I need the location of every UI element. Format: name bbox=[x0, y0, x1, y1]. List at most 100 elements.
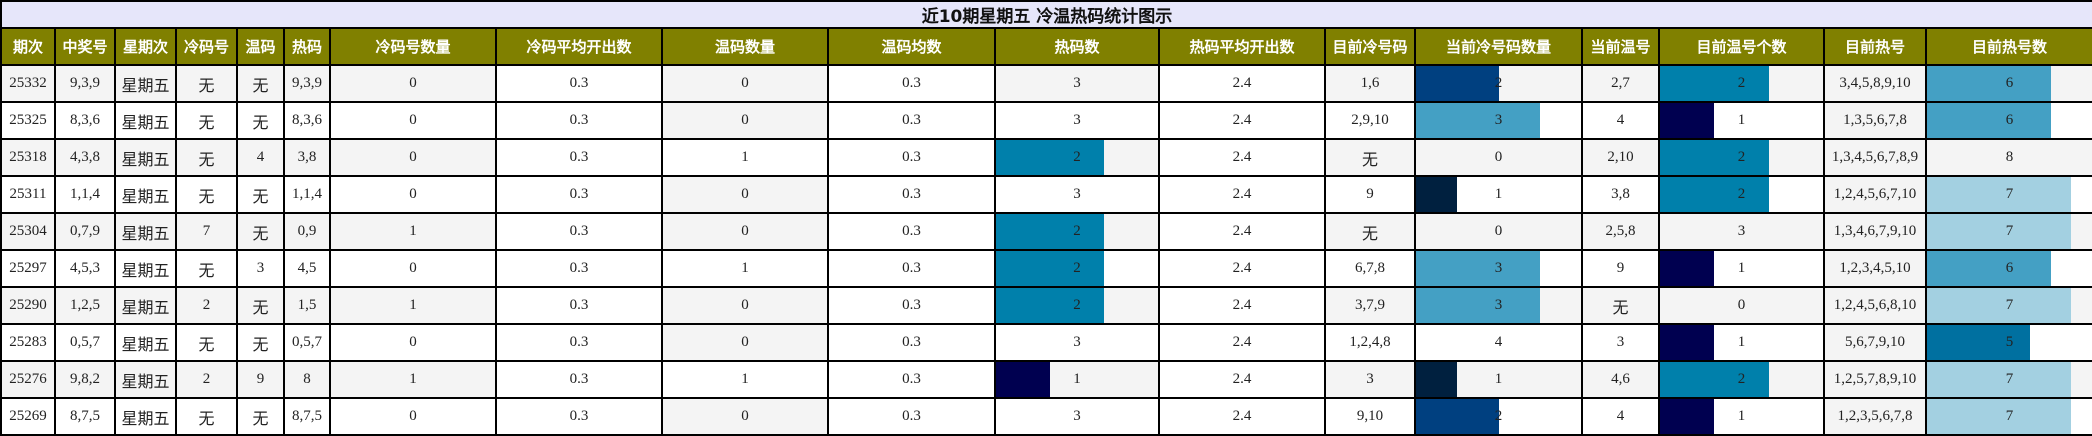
cell-value: 0 bbox=[741, 112, 749, 128]
cell-value: 无 bbox=[252, 186, 269, 206]
cell-value: 2.4 bbox=[1232, 297, 1252, 313]
column-header[interactable]: 期次 bbox=[0, 27, 56, 66]
table-row[interactable]: 25269 8,7,5 星期五 无 无 8,7,5 0 0.3 0 0.3 3 2.4 9,10 2 4 1 1… bbox=[0, 397, 2092, 436]
cell-issue: 25283 bbox=[0, 323, 56, 362]
cell-value: 0 bbox=[741, 408, 749, 424]
cell-cold: 无 bbox=[175, 101, 238, 140]
cell-warm-avg: 0.3 bbox=[827, 286, 996, 325]
column-header[interactable]: 目前热号 bbox=[1823, 27, 1927, 66]
cell-value: 25332 bbox=[9, 75, 47, 91]
cell-cur-cold-count: 2 bbox=[1414, 397, 1583, 436]
cell-issue: 25290 bbox=[0, 286, 56, 325]
cell-value: 2 bbox=[1073, 223, 1081, 239]
cell-issue: 25304 bbox=[0, 212, 56, 251]
cell-cur-cold: 2,9,10 bbox=[1324, 101, 1416, 140]
table-row[interactable]: 25304 0,7,9 星期五 7 无 0,9 1 0.3 0 0.3 2 2.4 无 0 2,5,8 3 1,… bbox=[0, 212, 2092, 251]
table-row[interactable]: 25290 1,2,5 星期五 2 无 1,5 1 0.3 0 0.3 2 2.4 3,7,9 3 无 0 1,… bbox=[0, 286, 2092, 325]
cell-value: 2.4 bbox=[1232, 334, 1252, 350]
cell-cold-count: 0 bbox=[329, 323, 497, 362]
column-header[interactable]: 温码 bbox=[236, 27, 285, 66]
cell-value: 8 bbox=[303, 371, 311, 387]
data-bar bbox=[1928, 400, 2072, 433]
cell-value: 7 bbox=[2005, 408, 2014, 424]
column-header[interactable]: 温码数量 bbox=[661, 27, 829, 66]
table-row[interactable]: 25332 9,3,9 星期五 无 无 9,3,9 0 0.3 0 0.3 3 2.4 1,6 2 2,7 2… bbox=[0, 64, 2092, 103]
cell-warm-count: 0 bbox=[661, 175, 829, 214]
cell-cold-count: 0 bbox=[329, 397, 497, 436]
cell-value: 3,8 bbox=[1611, 186, 1630, 202]
table-row[interactable]: 25283 0,5,7 星期五 无 无 0,5,7 0 0.3 0 0.3 3 2.4 1,2,4,8 4… bbox=[0, 323, 2092, 362]
cell-cur-cold: 1,6 bbox=[1324, 64, 1416, 103]
cell-value: 2.4 bbox=[1232, 223, 1252, 239]
column-header[interactable]: 温码均数 bbox=[827, 27, 996, 66]
cell-value: 3,8 bbox=[297, 149, 317, 165]
column-header[interactable]: 冷码平均开出数 bbox=[495, 27, 663, 66]
cell-winning: 9,8,2 bbox=[54, 360, 116, 399]
table-row[interactable]: 25311 1,1,4 星期五 无 无 1,1,4 0 0.3 0 0.3 3 2.4 9 1 3,8 2 1,… bbox=[0, 175, 2092, 214]
column-header[interactable]: 冷码号 bbox=[175, 27, 238, 66]
data-bar bbox=[1928, 326, 2031, 359]
cell-value: 3 bbox=[1737, 223, 1746, 239]
column-header[interactable]: 中奖号 bbox=[54, 27, 116, 66]
cell-cur-cold: 9 bbox=[1324, 175, 1416, 214]
data-bar bbox=[1928, 252, 2051, 285]
cell-value: 3 bbox=[1494, 112, 1503, 128]
column-header[interactable]: 热码数 bbox=[994, 27, 1160, 66]
column-header[interactable]: 冷码号数量 bbox=[329, 27, 497, 66]
cell-warm: 无 bbox=[236, 286, 285, 325]
cell-value: 无 bbox=[198, 149, 215, 169]
column-header[interactable]: 热码平均开出数 bbox=[1158, 27, 1326, 66]
data-bar bbox=[1661, 67, 1769, 100]
cell-value: 2.4 bbox=[1232, 75, 1252, 91]
cell-cur-cold: 3 bbox=[1324, 360, 1416, 399]
table-row[interactable]: 25297 4,5,3 星期五 无 3 4,5 0 0.3 1 0.3 2 2.4 6,7,8 3 9 1 1,… bbox=[0, 249, 2092, 288]
table-row[interactable]: 25325 8,3,6 星期五 无 无 8,3,6 0 0.3 0 0.3 3 2.4 2,9,10 3 4… bbox=[0, 101, 2092, 140]
data-bar bbox=[1928, 215, 2072, 248]
cell-value: 0 bbox=[1494, 149, 1503, 165]
cell-cur-hot: 5,6,7,9,10 bbox=[1823, 323, 1927, 362]
cell-cur-cold-count: 1 bbox=[1414, 175, 1583, 214]
cell-cold: 无 bbox=[175, 175, 238, 214]
cell-hot: 8,3,6 bbox=[283, 101, 331, 140]
cell-cold-count: 1 bbox=[329, 212, 497, 251]
cell-cold: 7 bbox=[175, 212, 238, 251]
column-header[interactable]: 目前热号数 bbox=[1924, 27, 2092, 66]
column-header[interactable]: 当前温号 bbox=[1581, 27, 1660, 66]
cell-value: 2,5,8 bbox=[1605, 223, 1636, 239]
cell-cold-avg: 0.3 bbox=[495, 212, 663, 251]
cell-weekday: 星期五 bbox=[114, 101, 177, 140]
cell-weekday: 星期五 bbox=[114, 323, 177, 362]
cell-value: 25290 bbox=[9, 297, 47, 313]
cell-cur-cold: 6,7,8 bbox=[1324, 249, 1416, 288]
data-bar bbox=[1661, 363, 1769, 396]
column-header[interactable]: 当前冷号码数量 bbox=[1414, 27, 1583, 66]
cell-cur-cold-count: 4 bbox=[1414, 323, 1583, 362]
cell-value: 2,9,10 bbox=[1351, 112, 1389, 128]
cell-cold-avg: 0.3 bbox=[495, 286, 663, 325]
cell-hot-count: 2 bbox=[994, 138, 1160, 177]
cell-value: 2 bbox=[1073, 297, 1081, 313]
cell-cur-warm: 3 bbox=[1581, 323, 1660, 362]
cell-winning: 8,7,5 bbox=[54, 397, 116, 436]
column-header[interactable]: 星期次 bbox=[114, 27, 177, 66]
cell-value: 4 bbox=[1616, 408, 1625, 424]
cell-value: 1 bbox=[409, 223, 417, 239]
cell-hot-count: 3 bbox=[994, 397, 1160, 436]
cell-warm-count: 0 bbox=[661, 286, 829, 325]
column-header[interactable]: 目前冷号码 bbox=[1324, 27, 1416, 66]
table-row[interactable]: 25318 4,3,8 星期五 无 4 3,8 0 0.3 1 0.3 2 2.4 无 0 2,10 2 1,3… bbox=[0, 138, 2092, 177]
column-header[interactable]: 目前温号个数 bbox=[1658, 27, 1825, 66]
table-row[interactable]: 25276 9,8,2 星期五 2 9 8 1 0.3 1 0.3 1 2.4 3 1 4,6 2 1,2,5,… bbox=[0, 360, 2092, 399]
cell-cur-hot-count: 7 bbox=[1924, 360, 2092, 399]
cell-value: 1,2,5,7,8,9,10 bbox=[1833, 371, 1917, 387]
cell-cur-warm-count: 2 bbox=[1658, 360, 1825, 399]
cell-value: 0,5,7 bbox=[70, 334, 100, 350]
cell-cur-hot: 1,2,3,5,6,7,8 bbox=[1823, 397, 1927, 436]
data-bar bbox=[997, 289, 1104, 322]
cell-weekday: 星期五 bbox=[114, 286, 177, 325]
column-header[interactable]: 热码 bbox=[283, 27, 331, 66]
cell-value: 3,7,9 bbox=[1355, 297, 1385, 313]
cell-value: 2 bbox=[1737, 371, 1746, 387]
cell-cur-hot-count: 6 bbox=[1924, 249, 2092, 288]
